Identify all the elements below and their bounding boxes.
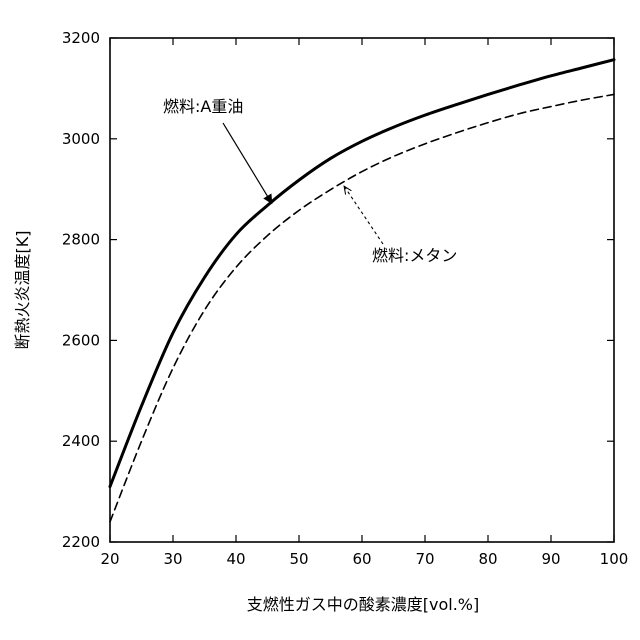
x-tick-label: 70 <box>415 550 434 568</box>
y-tick-label: 2600 <box>62 331 100 349</box>
annotation-a-heavy-oil: 燃料:A重油 <box>163 97 243 116</box>
annotation-methane: 燃料:メタン <box>372 246 457 265</box>
annotation-arrow-methane <box>344 186 383 244</box>
x-tick-label: 100 <box>600 550 629 568</box>
x-tick-label: 30 <box>163 550 182 568</box>
y-tick-label: 2400 <box>62 432 100 450</box>
x-tick-label: 80 <box>478 550 497 568</box>
x-tick-label: 60 <box>352 550 371 568</box>
y-tick-label: 2800 <box>62 231 100 249</box>
y-tick-label: 3200 <box>62 29 100 47</box>
x-axis-title: 支燃性ガス中の酸素濃度[vol.%] <box>247 595 479 614</box>
annotation-arrow-a-heavy-oil <box>223 123 272 203</box>
x-tick-label: 90 <box>541 550 560 568</box>
y-tick-label: 2200 <box>62 533 100 551</box>
x-tick-label: 40 <box>226 550 245 568</box>
y-tick-label: 3000 <box>62 130 100 148</box>
series-line-a-heavy-oil <box>110 60 614 487</box>
x-tick-label: 50 <box>289 550 308 568</box>
x-tick-label: 20 <box>100 550 119 568</box>
y-axis-title: 断熱火炎温度[K] <box>13 231 32 350</box>
